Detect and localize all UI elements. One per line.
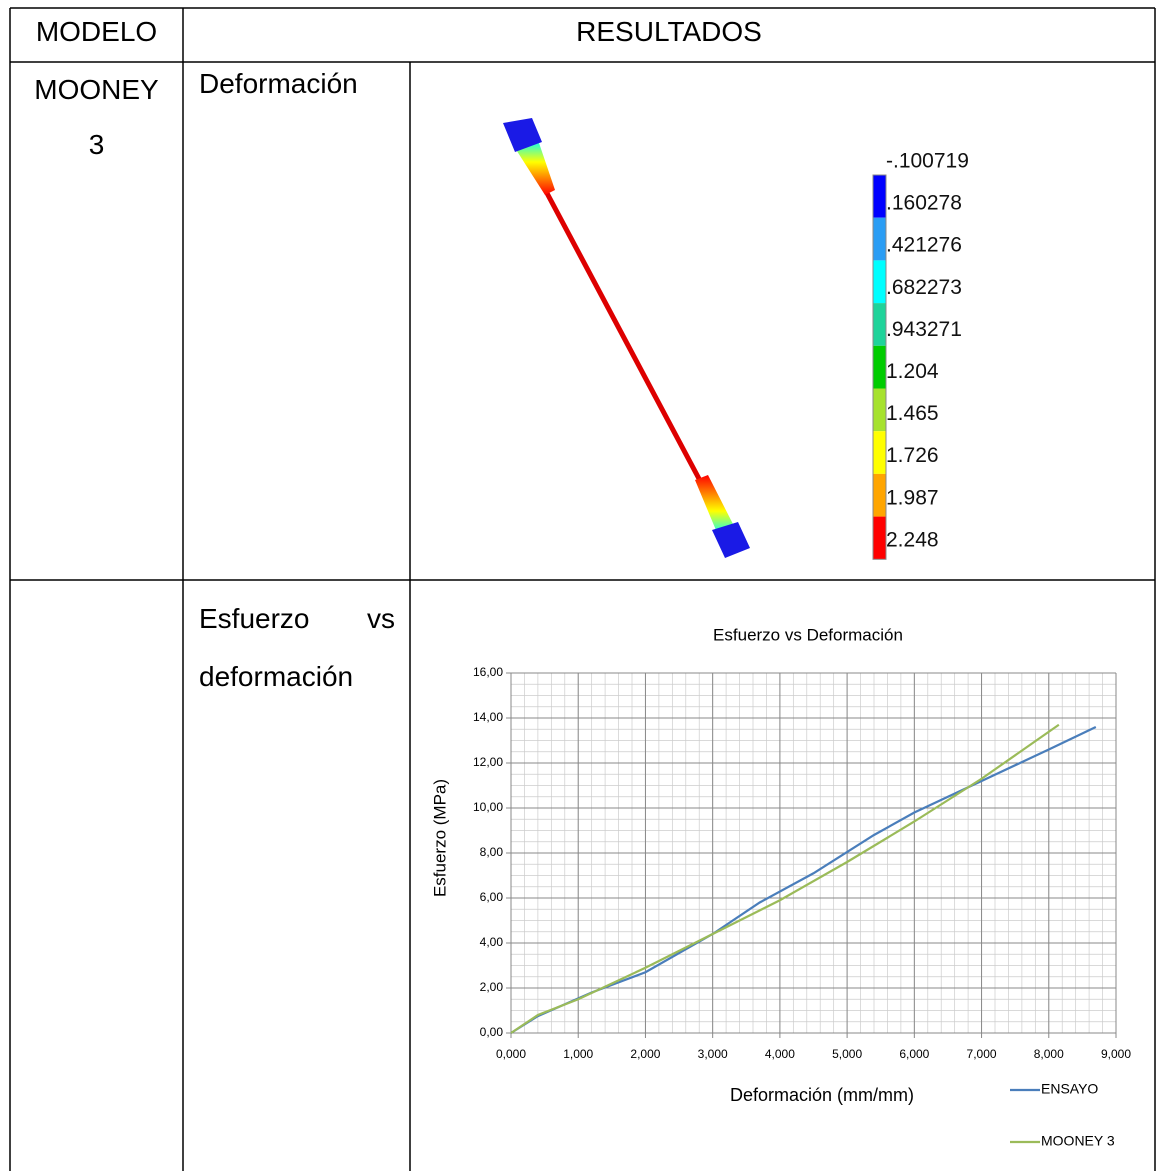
legend-label: MOONEY 3	[1041, 1133, 1115, 1149]
chart-title: Esfuerzo vs Deformación	[713, 625, 903, 644]
page: -.100719 .160278 .421276 .682273 .943271 1.20…	[0, 0, 1157, 1171]
y-tick-label: 14,00	[473, 710, 503, 724]
x-tick-label: 3,000	[698, 1047, 728, 1061]
legend-value: 1.987	[886, 486, 939, 509]
color-swatch	[873, 175, 886, 218]
color-swatch	[873, 303, 886, 346]
x-tick-label: 4,000	[765, 1047, 795, 1061]
y-tick-label: 4,00	[480, 935, 504, 949]
y-tick-label: 6,00	[480, 890, 504, 904]
legend-value: 2.248	[886, 528, 939, 551]
series-line	[511, 725, 1059, 1033]
color-swatch	[873, 389, 886, 432]
row-label: Esfuerzo vs deformación	[199, 590, 395, 706]
x-tick-label: 5,000	[832, 1047, 862, 1061]
legend-value: .421276	[886, 234, 962, 257]
fe-specimen	[503, 118, 750, 558]
x-tick-label: 1,000	[563, 1047, 593, 1061]
color-swatch	[873, 431, 886, 474]
legend-value: -.100719	[886, 150, 969, 173]
legend-value: 1.204	[886, 360, 939, 383]
x-tick-label: 8,000	[1034, 1047, 1064, 1061]
legend-value: .943271	[886, 318, 962, 341]
header-cell: MODELO	[10, 10, 183, 54]
y-tick-label: 8,00	[480, 845, 504, 859]
x-tick-label: 0,000	[496, 1047, 526, 1061]
y-tick-label: 12,00	[473, 755, 503, 769]
y-tick-label: 2,00	[480, 980, 504, 994]
x-tick-label: 9,000	[1101, 1047, 1131, 1061]
legend-value: .682273	[886, 276, 962, 299]
legend-value: 1.726	[886, 444, 939, 467]
y-tick-label: 0,00	[480, 1025, 504, 1039]
y-axis-label: Esfuerzo (MPa)	[430, 779, 449, 897]
color-swatch	[873, 474, 886, 517]
x-tick-label: 6,000	[899, 1047, 929, 1061]
legend-label: ENSAYO	[1041, 1081, 1098, 1097]
document-svg: -.100719 .160278 .421276 .682273 .943271 1.20…	[0, 0, 1157, 1171]
y-tick-label: 16,00	[473, 665, 503, 679]
color-swatch	[873, 260, 886, 303]
header-cell: RESULTADOS	[183, 10, 1155, 54]
x-tick-label: 2,000	[630, 1047, 660, 1061]
y-tick-label: 10,00	[473, 800, 503, 814]
color-swatch	[873, 517, 886, 560]
row-label: Deformación	[199, 62, 395, 106]
legend-value: 1.465	[886, 402, 939, 425]
color-swatch	[873, 218, 886, 261]
x-tick-label: 7,000	[967, 1047, 997, 1061]
legend-value: .160278	[886, 192, 962, 215]
x-axis-label: Deformación (mm/mm)	[730, 1085, 914, 1105]
color-swatch	[873, 346, 886, 389]
model-cell: MOONEY 3	[30, 62, 163, 172]
